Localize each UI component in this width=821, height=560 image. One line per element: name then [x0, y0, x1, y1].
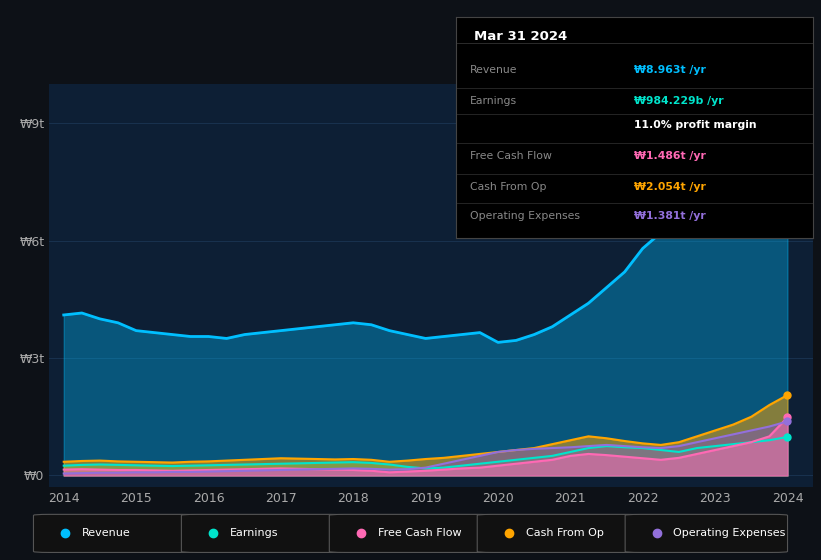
FancyBboxPatch shape — [181, 514, 344, 552]
Text: Operating Expenses: Operating Expenses — [673, 529, 786, 538]
Text: Mar 31 2024: Mar 31 2024 — [474, 30, 566, 43]
Text: Revenue: Revenue — [470, 65, 517, 75]
Text: Free Cash Flow: Free Cash Flow — [378, 529, 461, 538]
Text: Free Cash Flow: Free Cash Flow — [470, 151, 552, 161]
Text: ₩984.229b /yr: ₩984.229b /yr — [635, 96, 724, 106]
Text: 11.0% profit margin: 11.0% profit margin — [635, 120, 757, 130]
FancyBboxPatch shape — [477, 514, 640, 552]
FancyBboxPatch shape — [34, 514, 196, 552]
Text: Cash From Op: Cash From Op — [470, 182, 547, 192]
Text: Operating Expenses: Operating Expenses — [470, 211, 580, 221]
Text: ₩1.381t /yr: ₩1.381t /yr — [635, 211, 706, 221]
Text: Cash From Op: Cash From Op — [525, 529, 603, 538]
FancyBboxPatch shape — [329, 514, 492, 552]
Text: ₩2.054t /yr: ₩2.054t /yr — [635, 182, 706, 192]
Text: Earnings: Earnings — [470, 96, 517, 106]
Text: ₩8.963t /yr: ₩8.963t /yr — [635, 65, 706, 75]
Text: Revenue: Revenue — [82, 529, 131, 538]
Text: ₩1.486t /yr: ₩1.486t /yr — [635, 151, 706, 161]
Text: Earnings: Earnings — [230, 529, 278, 538]
FancyBboxPatch shape — [625, 514, 787, 552]
